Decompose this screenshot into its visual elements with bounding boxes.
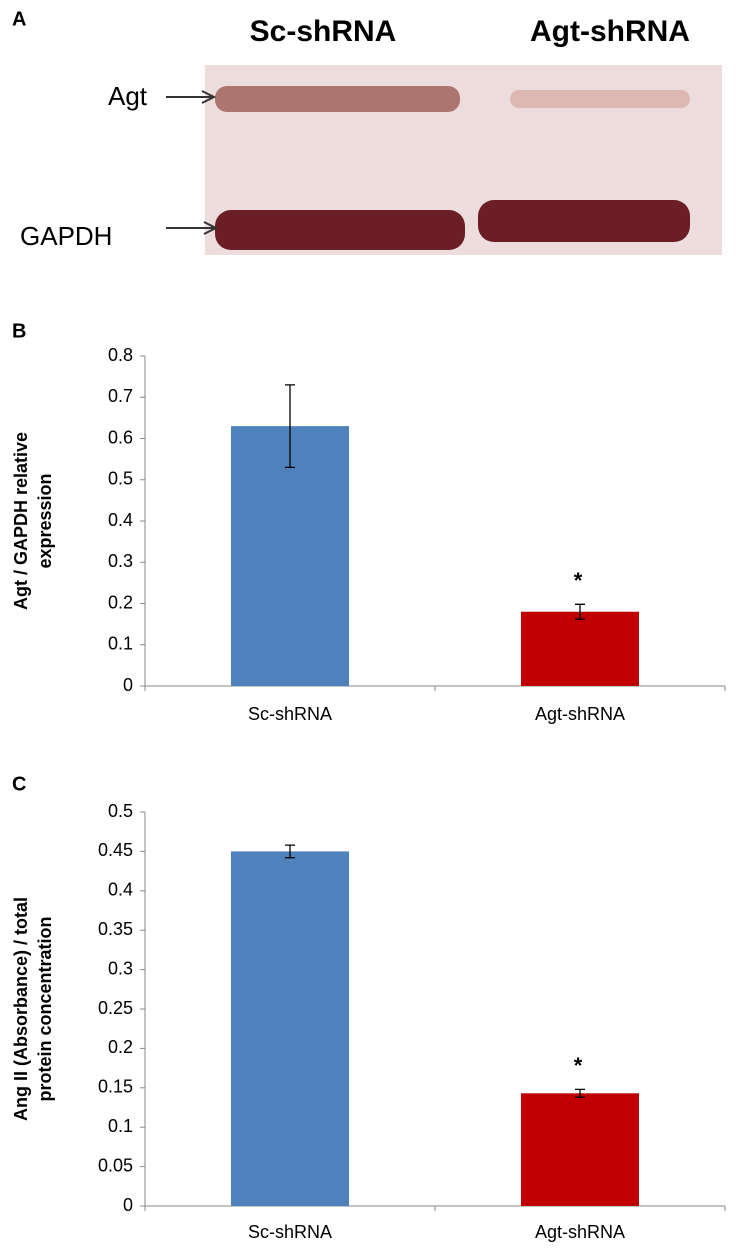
error-bar — [285, 844, 295, 859]
y-tick-label: 0.4 — [108, 880, 133, 900]
x-tick-label: Agt-shRNA — [535, 1222, 625, 1242]
y-tick-label: 0.1 — [108, 634, 133, 654]
y-tick-label: 0 — [123, 675, 133, 695]
significance-mark: * — [574, 568, 583, 593]
x-tick-label: Sc-shRNA — [248, 1222, 332, 1242]
y-tick-label: 0.8 — [108, 345, 133, 365]
y-tick-label: 0.2 — [108, 1037, 133, 1057]
bar — [231, 426, 349, 686]
error-bar — [285, 384, 295, 469]
band-label: GAPDH — [20, 221, 112, 251]
arrow-head — [203, 221, 219, 235]
x-tick-label: Agt-shRNA — [535, 704, 625, 724]
y-tick-label: 0.6 — [108, 427, 133, 447]
y-tick-label: 0.1 — [108, 1116, 133, 1136]
y-tick-label: 0.25 — [98, 998, 133, 1018]
y-tick-label: 0.5 — [108, 469, 133, 489]
lane-label: Agt-shRNA — [530, 15, 690, 48]
panel-label: A — [12, 8, 26, 30]
error-bar — [575, 1088, 585, 1098]
y-tick-label: 0.5 — [108, 801, 133, 821]
y-tick-label: 0.15 — [98, 1077, 133, 1097]
bar — [521, 1093, 639, 1206]
band — [215, 210, 465, 250]
y-axis-label: expression — [35, 473, 55, 568]
y-tick-label: 0.3 — [108, 958, 133, 978]
bar — [231, 851, 349, 1206]
y-axis-label: Agt / GAPDH relative — [11, 432, 31, 610]
lane-label: Sc-shRNA — [250, 15, 397, 48]
panel-label: C — [12, 773, 26, 795]
y-tick-label: 0.7 — [108, 386, 133, 406]
y-tick-label: 0.05 — [98, 1155, 133, 1175]
y-tick-label: 0 — [123, 1195, 133, 1215]
band — [215, 86, 460, 112]
x-tick-label: Sc-shRNA — [248, 704, 332, 724]
blot-panel: A Sc-shRNA Agt-shRNA Agt GAPDH — [12, 8, 722, 255]
panel-label: B — [12, 320, 26, 342]
band — [478, 200, 690, 242]
y-axis-label: protein concentration — [35, 916, 55, 1101]
band — [510, 90, 690, 108]
y-tick-label: 0.2 — [108, 592, 133, 612]
error-bar — [575, 603, 585, 620]
y-tick-label: 0.45 — [98, 840, 133, 860]
y-tick-label: 0.35 — [98, 919, 133, 939]
y-axis-label: Ang II (Absorbance) / total — [11, 897, 31, 1121]
bar — [521, 611, 639, 686]
arrow-head — [201, 90, 217, 104]
y-tick-label: 0.3 — [108, 551, 133, 571]
y-tick-label: 0.4 — [108, 510, 133, 530]
significance-mark: * — [574, 1053, 583, 1078]
band-label: Agt — [108, 81, 148, 111]
